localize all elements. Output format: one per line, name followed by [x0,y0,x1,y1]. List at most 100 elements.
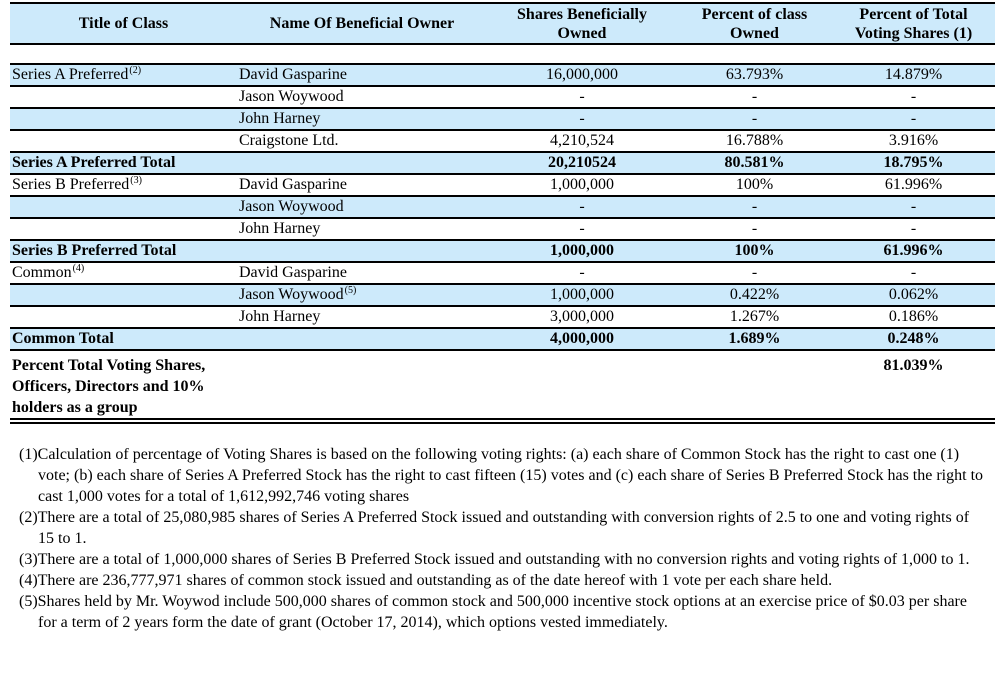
footnote-ref-sup: (3) [130,174,142,186]
percent-voting-cell: 0.062% [888,286,939,303]
shares-cell: - [579,110,585,127]
owner-cell: John Harney [237,306,487,328]
shares-cell: 4,210,524 [550,132,614,149]
column-header-title-of-class: Title of Class [78,15,169,32]
title-of-class-cell [10,130,237,152]
shares-cell: - [579,220,585,237]
shares-cell: 1,000,000 [550,286,614,303]
column-header-percent-voting: Percent of Total Voting Shares (1) [854,5,973,42]
owner-label: Craigstone Ltd. [239,132,339,149]
percent-voting-cell: 3.916% [888,132,939,149]
percent-voting-cell: 18.795% [883,154,944,171]
owner-cell: John Harney [237,218,487,240]
percent-voting-cell: 81.039% [883,357,944,374]
owner-cell: David Gasparine [237,174,487,196]
shares-cell [487,350,677,421]
title-of-class-cell [10,306,237,328]
percent-voting-cell: - [910,88,917,105]
column-header-shares-owned: Shares Beneficially Owned [517,5,647,42]
class-label: Series B Preferred [12,176,130,193]
shares-cell: 1,000,000 [550,176,614,193]
footnotes-section: (1)Calculation of percentage of Voting S… [19,444,987,633]
owner-cell: John Harney [237,108,487,130]
percent-class-cell: 1.689% [728,330,781,347]
table-row: John Harney 3,000,000 1.267% 0.186% [10,306,995,328]
title-of-class-cell [10,108,237,130]
percent-class-cell: - [751,110,758,127]
title-of-class-cell [10,218,237,240]
table-row: Jason Woywood(5) 1,000,000 0.422% 0.062% [10,284,995,306]
beneficial-ownership-table: Title of Class Name Of Beneficial Owner … [10,2,995,424]
table-row: Jason Woywood - - - [10,86,995,108]
class-label: Series A Preferred [12,66,129,83]
shares-cell: - [579,264,585,281]
class-label: Series A Preferred Total [12,154,176,171]
percent-voting-cell: - [910,110,917,127]
percent-class-cell: - [751,264,758,281]
percent-voting-cell: 61.996% [883,242,944,259]
series-b-total-row: Series B Preferred Total 1,000,000 100% … [10,240,995,262]
table-row: Series B Preferred(3) David Gasparine 1,… [10,174,995,196]
owner-cell: Craigstone Ltd. [237,130,487,152]
group-label: Percent Total Voting Shares, Officers, D… [12,357,206,416]
owner-label: David Gasparine [239,66,347,83]
percent-class-cell: - [751,88,758,105]
title-of-class-cell [10,284,237,306]
owner-cell [237,152,487,174]
shares-cell: 20,210524 [548,154,616,171]
shares-cell: 4,000,000 [550,330,614,347]
title-of-class-cell: Common(4) [10,262,237,284]
footnote-4: (4)There are 236,777,971 shares of commo… [19,572,833,589]
owner-cell [237,240,487,262]
table-row: Series A Preferred(2) David Gasparine 16… [10,64,995,86]
title-of-class-cell: Series A Preferred Total [10,152,237,174]
shares-cell: 16,000,000 [546,66,618,83]
column-header-beneficial-owner: Name Of Beneficial Owner [269,15,455,32]
owner-label: Jason Woywood [239,88,344,105]
footnote-3: (3)There are a total of 1,000,000 shares… [19,551,970,568]
owner-label: Jason Woywood [239,198,344,215]
owner-cell [237,350,487,421]
series-a-total-row: Series A Preferred Total 20,210524 80.58… [10,152,995,174]
table-row: Craigstone Ltd. 4,210,524 16.788% 3.916% [10,130,995,152]
percent-class-cell [677,350,832,421]
percent-class-cell: 1.267% [729,308,780,325]
spacer-row [10,44,995,64]
table-row: John Harney - - - [10,108,995,130]
header-row: Title of Class Name Of Beneficial Owner … [10,3,995,44]
shares-cell: - [579,88,585,105]
footnote-ref-sup: (2) [129,64,142,76]
voting-shares-group-row: Percent Total Voting Shares, Officers, D… [10,350,995,421]
title-of-class-cell [10,86,237,108]
percent-voting-cell: - [910,264,917,281]
title-of-class-cell: Series A Preferred(2) [10,64,237,86]
percent-voting-cell: 61.996% [884,176,943,193]
percent-voting-cell: 0.248% [887,330,940,347]
title-of-class-cell: Common Total [10,328,237,350]
table-row: Common(4) David Gasparine - - - [10,262,995,284]
shares-cell: 1,000,000 [550,242,614,259]
table-row: John Harney - - - [10,218,995,240]
footnote-1: (1)Calculation of percentage of Voting S… [19,446,984,505]
footnote-ref-sup: (4) [72,262,85,274]
shares-cell: - [579,198,585,215]
percent-voting-cell: - [910,198,917,215]
owner-cell: David Gasparine [237,262,487,284]
shares-cell: 3,000,000 [550,308,614,325]
footnote-ref-sup: (5) [344,284,357,296]
owner-label: John Harney [239,308,321,325]
owner-cell [237,328,487,350]
title-of-class-cell: Series B Preferred(3) [10,174,237,196]
owner-label: David Gasparine [239,264,347,281]
beneficial-ownership-section: Title of Class Name Of Beneficial Owner … [10,2,995,424]
owner-cell: Jason Woywood [237,196,487,218]
title-of-class-cell: Series B Preferred Total [10,240,237,262]
title-of-class-cell [10,196,237,218]
owner-label: David Gasparine [239,176,347,193]
percent-voting-cell: 0.186% [888,308,939,325]
percent-class-cell: - [751,220,758,237]
owner-cell: David Gasparine [237,64,487,86]
percent-class-cell: 0.422% [729,286,780,303]
title-of-class-cell: Percent Total Voting Shares, Officers, D… [10,350,237,421]
owner-label: Jason Woywood [239,286,344,303]
